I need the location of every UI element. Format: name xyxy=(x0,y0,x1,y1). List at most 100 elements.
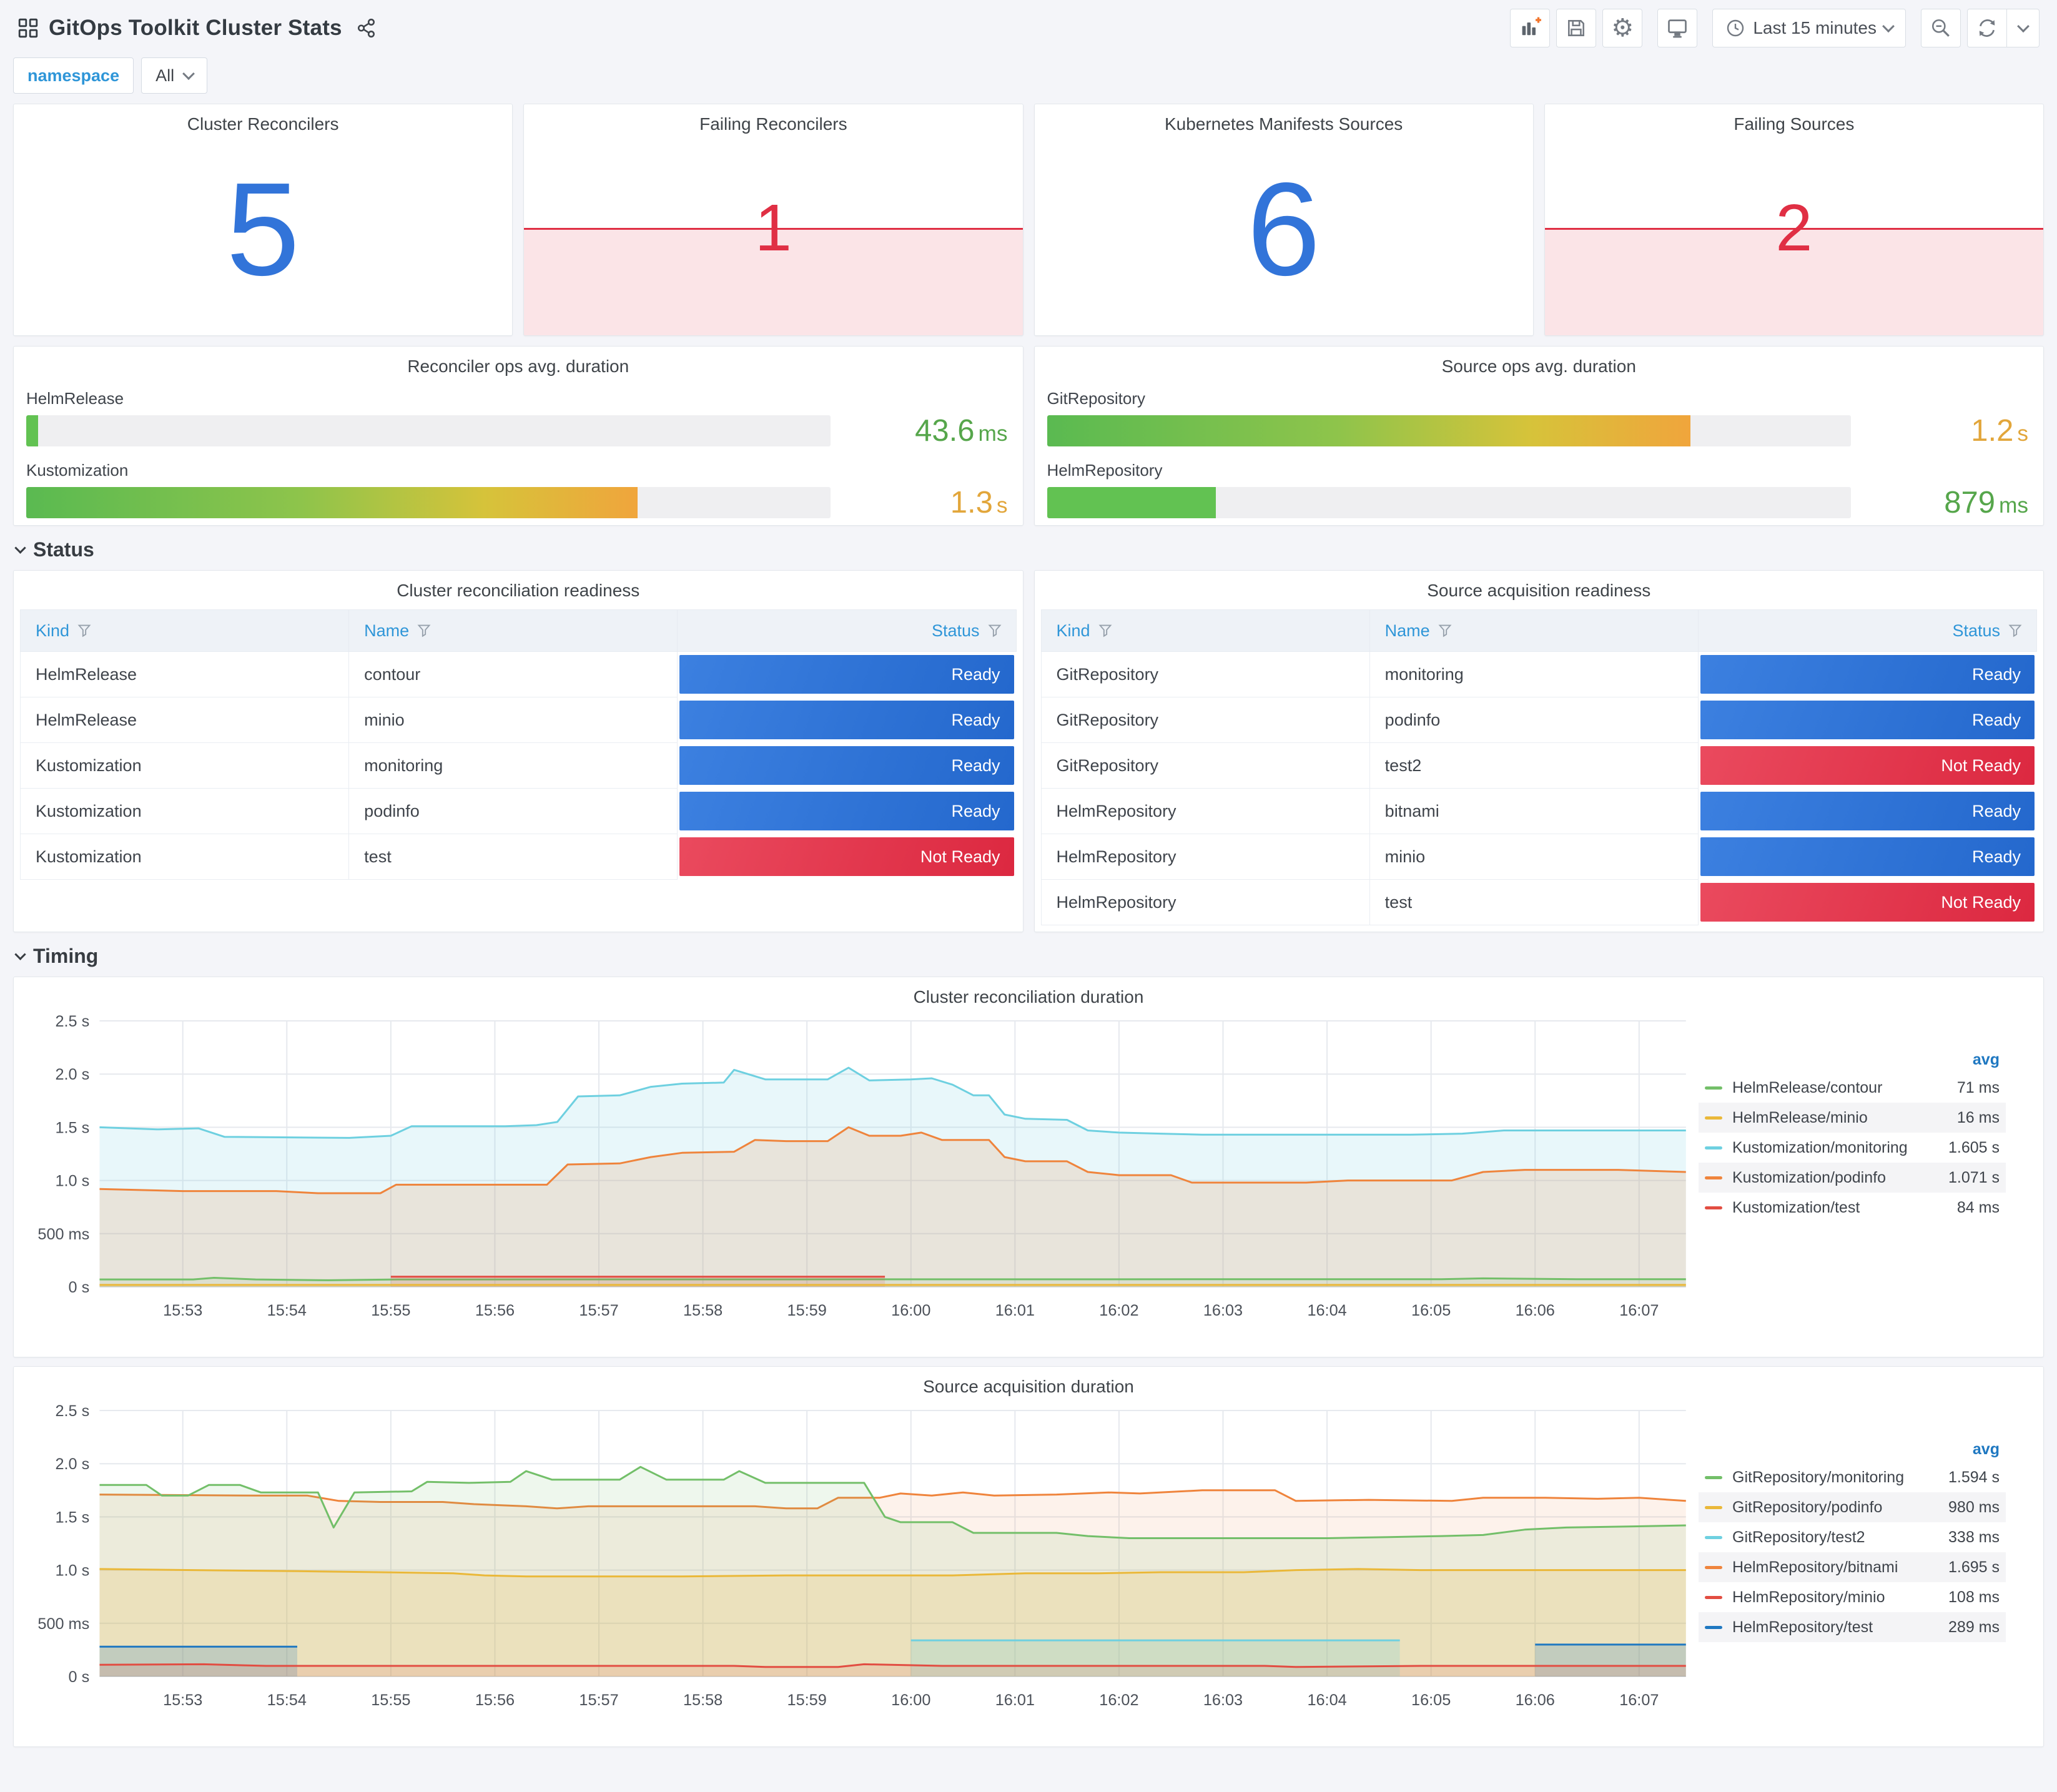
stat-value: 5 xyxy=(226,154,300,303)
filter-icon[interactable] xyxy=(1098,623,1113,638)
panel-title[interactable]: Failing Sources xyxy=(1734,114,1855,134)
gauge-fill xyxy=(1047,415,1690,446)
stat-panel-cluster-reconcilers: Cluster Reconcilers 5 xyxy=(13,104,513,336)
add-panel-button[interactable] xyxy=(1510,9,1551,47)
refresh-interval-dropdown[interactable] xyxy=(2007,9,2040,47)
status-badge: Ready xyxy=(1700,837,2035,876)
column-header-status[interactable]: Status xyxy=(677,609,1017,652)
dashboard-grid-icon[interactable] xyxy=(17,17,39,39)
table-row[interactable]: Kustomization podinfo Ready xyxy=(19,788,1017,834)
panel-title[interactable]: Reconciler ops avg. duration xyxy=(407,357,629,376)
svg-text:16:02: 16:02 xyxy=(1099,1691,1138,1709)
filter-icon[interactable] xyxy=(77,623,92,638)
table-row[interactable]: GitRepository podinfo Ready xyxy=(1040,697,2038,743)
dashboard-toolbar: ⚙ Last 15 minutes xyxy=(1510,9,2040,47)
panel-title[interactable]: Source acquisition readiness xyxy=(1427,581,1651,600)
status-badge: Not Ready xyxy=(679,837,1014,876)
series-swatch xyxy=(1705,1146,1722,1150)
filter-icon[interactable] xyxy=(2008,623,2023,638)
panel-title[interactable]: Source ops avg. duration xyxy=(1441,357,1636,376)
column-header-name[interactable]: Name xyxy=(1369,609,1699,652)
stats-row: Cluster Reconcilers 5 Failing Reconciler… xyxy=(13,104,2044,336)
section-header-timing[interactable]: Timing xyxy=(14,945,2057,968)
share-icon[interactable] xyxy=(356,17,377,39)
table-row[interactable]: HelmRepository test Not Ready xyxy=(1040,879,2038,925)
panel-title[interactable]: Source acquisition duration xyxy=(923,1377,1134,1396)
chevron-down-icon xyxy=(14,948,26,960)
legend-item: HelmRepository/minio 108 ms xyxy=(1699,1582,2006,1612)
column-header-kind[interactable]: Kind xyxy=(19,609,350,652)
filter-icon[interactable] xyxy=(987,623,1002,638)
cycle-view-mode-button[interactable] xyxy=(1657,9,1698,47)
gauge-row-label: HelmRelease xyxy=(26,389,124,408)
series-name[interactable]: HelmRelease/minio xyxy=(1732,1108,1868,1126)
svg-text:16:06: 16:06 xyxy=(1516,1302,1555,1319)
table-row[interactable]: HelmRelease contour Ready xyxy=(19,651,1017,697)
panel-title[interactable]: Failing Reconcilers xyxy=(699,114,847,134)
table-row[interactable]: HelmRepository bitnami Ready xyxy=(1040,788,2038,834)
time-series-plot[interactable]: 15:53 15:54 15:55 15:56 15:57 15:58 15:59 16:00… xyxy=(19,1397,1699,1731)
status-badge: Not Ready xyxy=(1700,883,2035,922)
gauge-track xyxy=(26,415,831,446)
series-name[interactable]: HelmRepository/minio xyxy=(1732,1588,1885,1606)
zoom-out-time-button[interactable] xyxy=(1921,9,1961,47)
legend-avg-header[interactable]: avg xyxy=(1972,1440,2000,1458)
series-name[interactable]: HelmRepository/bitnami xyxy=(1732,1558,1898,1576)
svg-text:2.0 s: 2.0 s xyxy=(55,1066,89,1083)
table-row[interactable]: HelmRepository minio Ready xyxy=(1040,834,2038,880)
gauge-row-label: Kustomization xyxy=(26,461,129,480)
namespace-variable-label[interactable]: namespace xyxy=(13,57,134,94)
table-row[interactable]: GitRepository test2 Not Ready xyxy=(1040,742,2038,789)
namespace-variable-select[interactable]: All xyxy=(141,57,208,94)
gauge-panel-reconciler-ops: Reconciler ops avg. duration HelmRelease… xyxy=(13,346,1024,526)
series-name[interactable]: GitRepository/podinfo xyxy=(1732,1498,1883,1516)
svg-text:16:03: 16:03 xyxy=(1203,1302,1243,1319)
series-name[interactable]: GitRepository/test2 xyxy=(1732,1528,1865,1546)
gauge-value: 879 ms xyxy=(1944,486,2028,519)
dashboard-settings-button[interactable]: ⚙ xyxy=(1602,9,1643,47)
gauge-fill xyxy=(26,415,39,446)
panel-title[interactable]: Kubernetes Manifests Sources xyxy=(1164,114,1403,134)
gauge-bar-row: 1.2 s xyxy=(1035,413,2044,448)
svg-text:15:53: 15:53 xyxy=(163,1691,202,1709)
series-name[interactable]: Kustomization/podinfo xyxy=(1732,1168,1886,1186)
legend-avg-header[interactable]: avg xyxy=(1972,1051,2000,1068)
stat-panel-failing-reconcilers: Failing Reconcilers 1 xyxy=(523,104,1024,336)
table-panel-cluster-readiness: Cluster reconciliation readiness Kind Na… xyxy=(13,570,1024,932)
time-series-plot[interactable]: 15:53 15:54 15:55 15:56 15:57 15:58 15:59 16:00… xyxy=(19,1007,1699,1342)
filter-icon[interactable] xyxy=(1438,623,1453,638)
table-row[interactable]: GitRepository monitoring Ready xyxy=(1040,651,2038,697)
series-name[interactable]: HelmRelease/contour xyxy=(1732,1078,1883,1096)
save-dashboard-button[interactable] xyxy=(1556,9,1597,47)
panel-title[interactable]: Cluster reconciliation duration xyxy=(913,987,1144,1007)
table-row[interactable]: Kustomization test Not Ready xyxy=(19,834,1017,880)
column-header-name[interactable]: Name xyxy=(348,609,678,652)
series-swatch xyxy=(1705,1206,1722,1209)
svg-text:16:05: 16:05 xyxy=(1411,1302,1451,1319)
section-header-status[interactable]: Status xyxy=(14,538,2057,561)
filter-icon[interactable] xyxy=(417,623,432,638)
panel-title[interactable]: Cluster reconciliation readiness xyxy=(397,581,640,600)
time-range-picker[interactable]: Last 15 minutes xyxy=(1712,9,1906,47)
series-name[interactable]: GitRepository/monitoring xyxy=(1732,1468,1905,1486)
series-name[interactable]: HelmRepository/test xyxy=(1732,1618,1873,1636)
column-header-status[interactable]: Status xyxy=(1697,609,2038,652)
series-avg: 1.594 s xyxy=(1948,1468,2000,1486)
stat-panel-kubernetes-manifests-sources: Kubernetes Manifests Sources 6 xyxy=(1033,104,1534,336)
refresh-dashboard-button[interactable] xyxy=(1967,9,2007,47)
table-header-row: Kind Name Status xyxy=(1040,609,2038,652)
gauge-value: 43.6 ms xyxy=(915,414,1008,448)
svg-text:15:54: 15:54 xyxy=(267,1691,307,1709)
svg-text:16:04: 16:04 xyxy=(1307,1691,1346,1709)
table-panel-source-readiness: Source acquisition readiness Kind Name S… xyxy=(1033,570,2044,932)
series-swatch xyxy=(1705,1116,1722,1120)
series-name[interactable]: Kustomization/monitoring xyxy=(1732,1138,1908,1156)
table-row[interactable]: HelmRelease minio Ready xyxy=(19,697,1017,743)
series-swatch xyxy=(1705,1505,1722,1509)
table-row[interactable]: Kustomization monitoring Ready xyxy=(19,742,1017,789)
gauge-bar-row: 1.3 s xyxy=(14,485,1023,520)
panel-title[interactable]: Cluster Reconcilers xyxy=(187,114,339,134)
series-name[interactable]: Kustomization/test xyxy=(1732,1198,1860,1216)
column-header-kind[interactable]: Kind xyxy=(1040,609,1370,652)
gauges-row: Reconciler ops avg. duration HelmRelease… xyxy=(13,346,2044,526)
